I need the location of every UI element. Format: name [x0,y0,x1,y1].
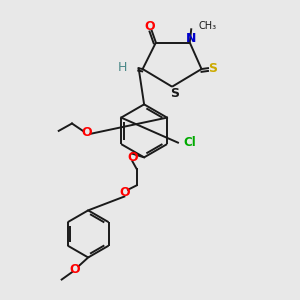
Text: O: O [81,126,92,139]
Text: O: O [70,263,80,276]
Text: S: S [208,61,217,75]
Text: S: S [169,87,178,100]
Text: O: O [144,20,155,33]
Text: H: H [118,61,128,74]
Text: O: O [127,151,138,164]
Text: CH₃: CH₃ [199,21,217,31]
Text: N: N [185,32,196,45]
Text: Cl: Cl [184,136,197,149]
Text: O: O [119,186,130,199]
